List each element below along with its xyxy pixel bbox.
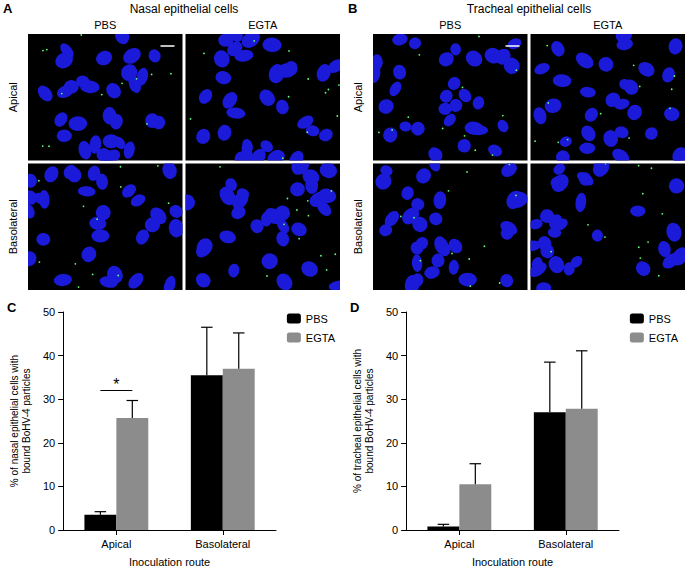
svg-text:Basolateral: Basolateral [7, 199, 19, 254]
svg-text:Basolateral: Basolateral [538, 538, 593, 550]
svg-text:C: C [7, 300, 17, 315]
svg-text:30: 30 [386, 393, 398, 405]
svg-text:% of nasal epithelial cells wi: % of nasal epithelial cells with [9, 355, 20, 487]
svg-text:30: 30 [43, 393, 55, 405]
svg-text:Inoculation route: Inoculation route [129, 556, 210, 568]
svg-text:PBS: PBS [306, 313, 328, 325]
svg-text:50: 50 [386, 306, 398, 318]
svg-text:PBS: PBS [439, 19, 461, 31]
svg-text:50: 50 [43, 306, 55, 318]
svg-text:B: B [348, 1, 357, 16]
svg-text:D: D [350, 300, 359, 315]
svg-text:Tracheal epithelial cells: Tracheal epithelial cells [467, 2, 591, 16]
svg-text:Apical: Apical [7, 82, 19, 112]
svg-text:0: 0 [392, 524, 398, 536]
svg-text:% of tracheal epithelial cells: % of tracheal epithelial cells with [352, 349, 363, 493]
svg-text:Apical: Apical [352, 82, 364, 112]
svg-text:10: 10 [386, 480, 398, 492]
svg-text:bound BoHV-4 particles: bound BoHV-4 particles [21, 368, 32, 473]
svg-text:EGTA: EGTA [248, 19, 278, 31]
svg-text:Inoculation route: Inoculation route [472, 556, 553, 568]
svg-text:Basolateral: Basolateral [352, 199, 364, 254]
svg-text:Nasal epithelial cells: Nasal epithelial cells [130, 2, 239, 16]
svg-text:EGTA: EGTA [593, 19, 623, 31]
svg-text:Apical: Apical [444, 538, 474, 550]
svg-text:0: 0 [49, 524, 55, 536]
svg-text:PBS: PBS [94, 19, 116, 31]
svg-text:10: 10 [43, 480, 55, 492]
svg-text:EGTA: EGTA [649, 332, 679, 344]
svg-text:20: 20 [386, 437, 398, 449]
svg-text:Apical: Apical [101, 538, 131, 550]
svg-text:bound BoHV-4 particles: bound BoHV-4 particles [364, 368, 375, 473]
svg-text:Basolateral: Basolateral [195, 538, 250, 550]
svg-text:20: 20 [43, 437, 55, 449]
svg-text:EGTA: EGTA [306, 332, 336, 344]
svg-text:*: * [113, 376, 119, 393]
svg-text:40: 40 [43, 350, 55, 362]
svg-text:PBS: PBS [649, 313, 671, 325]
svg-text:40: 40 [386, 350, 398, 362]
svg-text:A: A [3, 1, 13, 16]
